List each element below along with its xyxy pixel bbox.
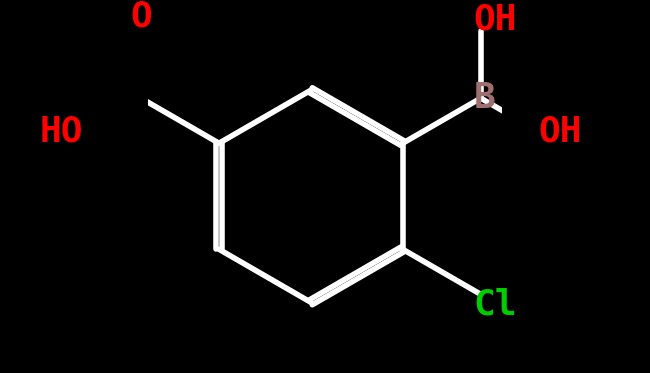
Text: OH: OH	[539, 115, 582, 149]
Text: B: B	[473, 81, 495, 115]
Text: HO: HO	[40, 115, 83, 149]
Text: OH: OH	[473, 3, 517, 37]
Text: O: O	[130, 0, 152, 34]
Text: Cl: Cl	[473, 288, 517, 322]
